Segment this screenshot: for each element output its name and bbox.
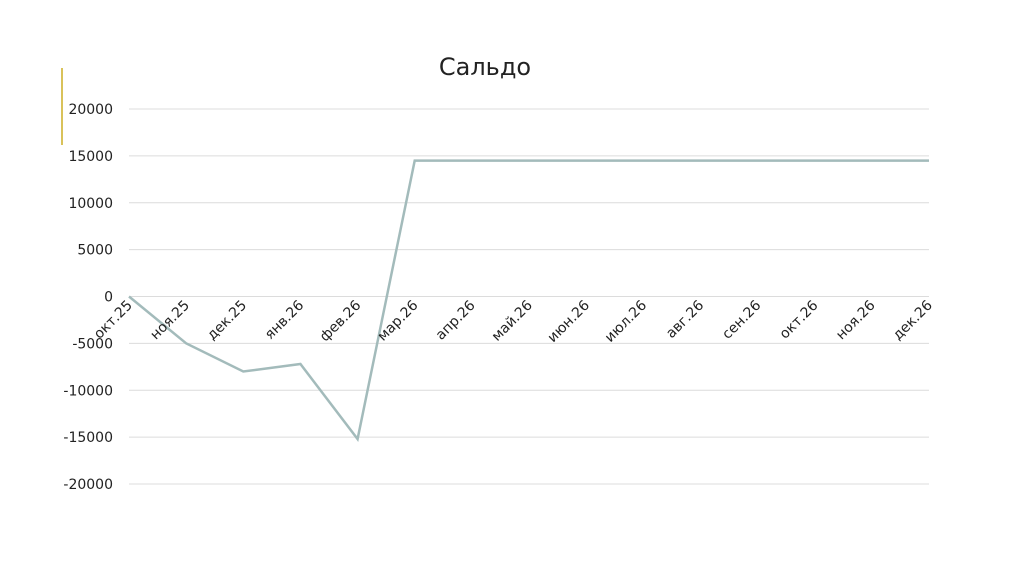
y-tick-label: 20000	[68, 102, 113, 118]
x-tick-label: окт.26	[777, 297, 822, 342]
y-tick-label: 15000	[68, 149, 113, 165]
x-tick-label: дек.25	[204, 298, 250, 344]
y-tick-label: -5000	[72, 336, 113, 352]
y-tick-label: -15000	[63, 430, 113, 446]
y-tick-label: 5000	[77, 243, 113, 259]
chart-title: Сальдо	[439, 53, 531, 81]
x-tick-label: июл.26	[602, 297, 650, 345]
line-series	[128, 159, 929, 442]
y-tick-label: -20000	[63, 477, 113, 493]
x-tick-label: сен.26	[719, 297, 764, 342]
y-tick-label: 10000	[68, 196, 113, 212]
x-tick-label: июн.26	[545, 297, 593, 345]
x-tick-label: дек.26	[890, 297, 936, 343]
y-tick-label: 0	[104, 290, 113, 306]
x-tick-label: янв.26	[262, 297, 307, 342]
x-tick-label: ноя.25	[147, 298, 193, 344]
x-tick-label: фев.26	[317, 297, 365, 345]
y-tick-label: -10000	[63, 383, 113, 399]
x-tick-label: окт.25	[91, 298, 136, 343]
x-tick-label: ноя.26	[833, 297, 879, 343]
x-tick-label: авг.26	[663, 297, 707, 341]
x-tick-label: апр.26	[433, 297, 479, 343]
x-tick-label: май.26	[489, 297, 536, 344]
